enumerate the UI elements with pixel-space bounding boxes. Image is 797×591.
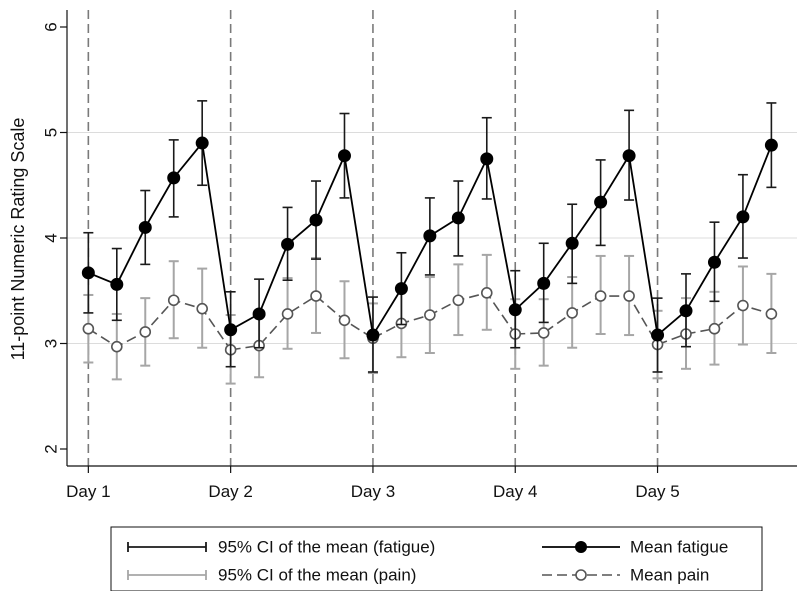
mean-fatigue-point xyxy=(764,138,778,152)
day-divider-lines xyxy=(87,10,659,466)
mean-fatigue-point xyxy=(309,213,323,227)
mean-fatigue-point xyxy=(195,136,209,150)
mean-pain-point xyxy=(139,326,152,338)
legend-label: Mean fatigue xyxy=(630,538,728,557)
mean-pain-point xyxy=(537,327,550,339)
legend-item: 95% CI of the mean (pain) xyxy=(127,566,416,585)
mean-pain-point xyxy=(765,308,778,320)
mean-pain-point xyxy=(82,322,95,335)
mean-pain-point xyxy=(708,322,721,335)
mean-line xyxy=(372,291,516,339)
mean-fatigue-point xyxy=(480,152,494,166)
legend-label: 95% CI of the mean (fatigue) xyxy=(218,538,435,557)
series xyxy=(81,100,778,385)
mean-fatigue-point xyxy=(394,282,408,296)
mean-fatigue-point xyxy=(537,276,551,290)
mean-fatigue-point xyxy=(423,229,437,243)
y-axis-title: 11-point Numeric Rating Scale xyxy=(8,118,28,361)
x-tick-label: Day 2 xyxy=(208,482,252,501)
mean-pain-point xyxy=(281,308,294,320)
mean-fatigue-point xyxy=(736,210,750,224)
mean-fatigue-point xyxy=(110,277,124,291)
legend-item: Mean fatigue xyxy=(542,538,728,557)
mean-fatigue-point xyxy=(167,171,181,185)
mean-fatigue-point xyxy=(252,307,266,321)
legend-marker-symbol xyxy=(575,569,587,581)
mean-fatigue-point xyxy=(594,195,608,209)
mean-pain-point xyxy=(424,309,436,321)
legend-label: 95% CI of the mean (pain) xyxy=(218,566,416,585)
mean-pain-point xyxy=(196,302,208,315)
legend-item: 95% CI of the mean (fatigue) xyxy=(127,538,435,557)
mean-fatigue-point xyxy=(337,149,351,163)
mean-line xyxy=(230,152,374,336)
mean-pain-point xyxy=(338,314,351,327)
mean-fatigue-point xyxy=(138,220,152,234)
y-tick-label: 3 xyxy=(42,339,61,348)
mean-fatigue-point xyxy=(565,236,579,250)
mean-fatigue-point xyxy=(281,237,295,251)
mean-pain-point xyxy=(167,294,180,307)
mean-fatigue-point xyxy=(679,304,693,318)
mean-pain-point xyxy=(452,294,465,307)
mean-line xyxy=(657,304,772,346)
mean-pain-point xyxy=(737,299,749,312)
mean-fatigue-point xyxy=(451,211,465,225)
y-tick-label: 2 xyxy=(42,444,61,453)
mean-pain-point xyxy=(566,307,578,319)
mean-pain-point xyxy=(310,290,322,302)
mean-pain-point xyxy=(623,290,635,302)
mean-fatigue-point xyxy=(508,303,522,317)
mean-fatigue-point xyxy=(707,255,721,269)
mean-fatigue-point xyxy=(81,266,95,280)
x-tick-label: Day 5 xyxy=(635,482,679,501)
mean-line xyxy=(230,295,374,351)
x-tick-label: Day 1 xyxy=(66,482,110,501)
legend-label: Mean pain xyxy=(630,566,709,585)
legend-frame xyxy=(110,526,763,591)
x-tick-label: Day 4 xyxy=(493,482,537,501)
legend-marker-symbol xyxy=(575,541,587,553)
mean-fatigue-point xyxy=(224,323,238,337)
mean-line xyxy=(87,299,232,351)
mean-line xyxy=(88,140,232,330)
mean-fatigue-point xyxy=(622,149,636,163)
y-tick-label: 4 xyxy=(42,233,61,242)
mean-line xyxy=(515,295,659,345)
axes: 2 3 4 5 6 Day 1 Day 2 Day 3 Day 4 Day 5 xyxy=(42,10,797,501)
mean-pain-point xyxy=(480,287,493,299)
legend-item: Mean pain xyxy=(542,566,709,585)
mean-line xyxy=(372,156,517,336)
mean-fatigue-point xyxy=(366,328,380,342)
mean-pain-point xyxy=(594,290,607,302)
mean-fatigue-point xyxy=(651,328,665,342)
y-tick-label: 6 xyxy=(42,22,61,31)
mean-pain-point xyxy=(111,340,123,353)
x-tick-label: Day 3 xyxy=(351,482,395,501)
legend: 95% CI of the mean (fatigue) Mean fatigue… xyxy=(110,526,763,591)
y-tick-label: 5 xyxy=(42,128,61,137)
series-fatigue xyxy=(81,100,778,373)
